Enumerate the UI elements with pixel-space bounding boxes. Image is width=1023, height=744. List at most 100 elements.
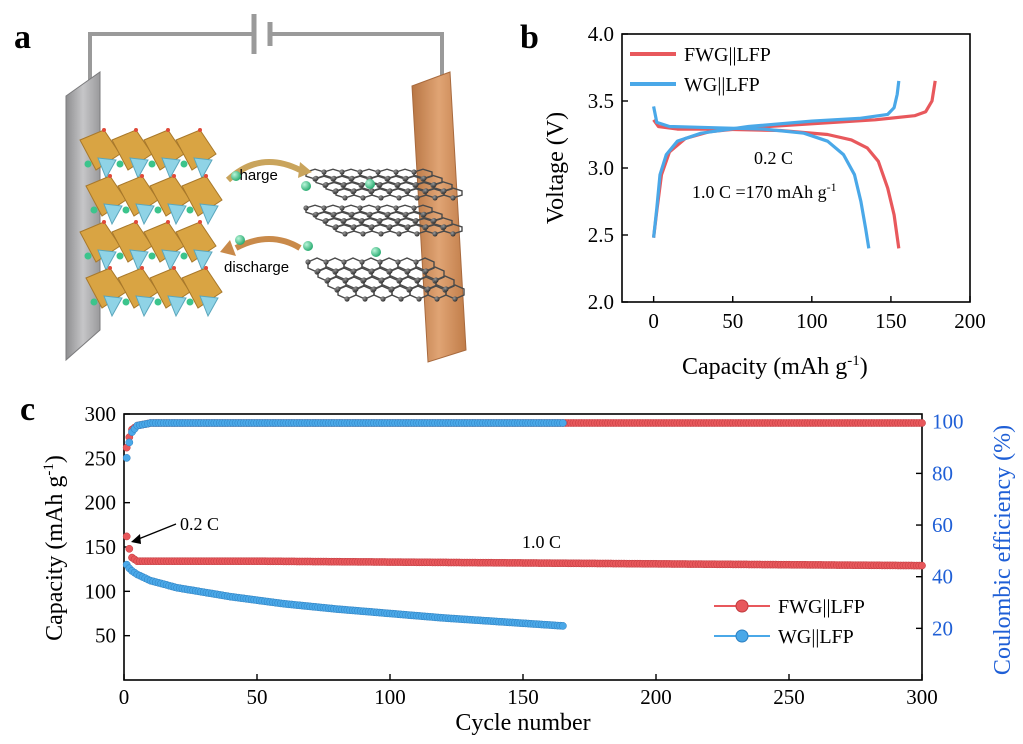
carbon-atom [331, 175, 337, 181]
carbon-atom [395, 259, 401, 265]
panel-letter-a: a [14, 19, 31, 56]
carbon-atom [321, 205, 327, 211]
x-tick-label-c: 100 [374, 685, 406, 709]
carbon-atom [351, 188, 357, 194]
carbon-atom [425, 286, 431, 292]
low-rate-arrowhead [131, 534, 141, 544]
po4-tetrahedron [193, 157, 213, 180]
po4-tetrahedron [129, 157, 149, 180]
li-ion [235, 235, 245, 245]
rate-annotation: 0.2 C [754, 148, 793, 168]
carbon-atom [434, 296, 440, 302]
y-tick-label-b: 2.0 [588, 290, 614, 314]
carbon-atom [413, 182, 419, 188]
li-ion [84, 160, 92, 168]
y-tick-label-b: 2.5 [588, 223, 614, 247]
legend-label-wg: WG||LFP [684, 74, 760, 96]
y-tick-label-right-c: 20 [932, 616, 953, 640]
y-tick-label-right-c: 60 [932, 513, 953, 537]
carbon-atom [313, 175, 319, 181]
carbon-atom [323, 259, 329, 265]
carbon-atom [359, 182, 365, 188]
carbon-atom [393, 169, 399, 175]
x-tick-label-b: 100 [796, 309, 828, 333]
oxygen-atom [134, 220, 138, 224]
carbon-atom [397, 277, 403, 283]
x-axis-label-c: Cycle number [455, 710, 590, 736]
carbon-atom [369, 224, 375, 230]
carbon-atom [353, 286, 359, 292]
carbon-atom [441, 224, 447, 230]
carbon-atom [341, 218, 347, 224]
carbon-atom [344, 296, 350, 302]
po4-tetrahedron [129, 249, 149, 272]
high-rate-annotation: 1.0 C [522, 532, 561, 552]
capacity-point [122, 532, 131, 541]
carbon-atom [385, 211, 391, 217]
carbon-atom [411, 205, 417, 211]
panel-letter-c: c [20, 391, 35, 428]
carbon-atom [357, 205, 363, 211]
carbon-atom [405, 224, 411, 230]
anode-current-collector [411, 71, 467, 363]
panel-letter-b: b [520, 19, 539, 56]
carbon-atom [423, 268, 429, 274]
po4-tetrahedron [135, 203, 155, 226]
carbon-atom [414, 195, 420, 201]
carbon-atom [362, 296, 368, 302]
carbon-atom [389, 286, 395, 292]
po4-tetrahedron [103, 203, 123, 226]
po4-tetrahedron [97, 249, 117, 272]
oxygen-atom [108, 174, 112, 178]
carbon-atom [431, 182, 437, 188]
oxygen-atom [172, 174, 176, 178]
oxygen-atom [108, 266, 112, 270]
ce-point [559, 419, 567, 427]
li-ion [116, 252, 124, 260]
legend-c: FWG||LFP WG||LFP [714, 596, 865, 648]
carbon-atom [321, 169, 327, 175]
carbon-atom [325, 277, 331, 283]
carbon-atom [396, 231, 402, 237]
oxygen-atom [166, 220, 170, 224]
charge-label: charge [232, 167, 278, 184]
graphene-layers [303, 168, 465, 302]
carbon-atom [371, 286, 377, 292]
circuit-wire [88, 32, 444, 86]
carbon-atom [323, 218, 329, 224]
carbon-atom [342, 231, 348, 237]
x-tick-label-b: 50 [722, 309, 743, 333]
fwg-capacity-series [122, 532, 926, 570]
carbon-atom [414, 231, 420, 237]
wg-capacity-series [122, 560, 567, 630]
x-tick-label-b: 150 [875, 309, 907, 333]
carbon-atom [341, 259, 347, 265]
carbon-atom [360, 231, 366, 237]
carbon-atom [369, 188, 375, 194]
po4-tetrahedron [103, 295, 123, 318]
oxygen-atom [198, 128, 202, 132]
carbon-atom [387, 268, 393, 274]
li-ion [186, 206, 194, 214]
y-tick-label-b: 4.0 [588, 22, 614, 46]
carbon-atom [377, 182, 383, 188]
carbon-atom [349, 211, 355, 217]
battery-schematic: a charge discharge [14, 14, 467, 363]
po4-tetrahedron [135, 295, 155, 318]
y-tick-label-right-c: 80 [932, 461, 953, 485]
y-tick-label-left-c: 50 [95, 624, 116, 648]
carbon-ring [443, 187, 463, 199]
wg-coulombic-efficiency-series [122, 419, 567, 462]
carbon-atom [351, 224, 357, 230]
carbon-atom [333, 188, 339, 194]
carbon-atom [387, 188, 393, 194]
y-tick-label-left-c: 150 [85, 535, 117, 559]
carbon-atom [339, 169, 345, 175]
carbon-atom [387, 224, 393, 230]
carbon-atom [342, 195, 348, 201]
carbon-atom [341, 182, 347, 188]
carbon-atom [416, 296, 422, 302]
li-ion [154, 298, 162, 306]
po4-tetrahedron [199, 295, 219, 318]
y-tick-label-b: 3.0 [588, 156, 614, 180]
